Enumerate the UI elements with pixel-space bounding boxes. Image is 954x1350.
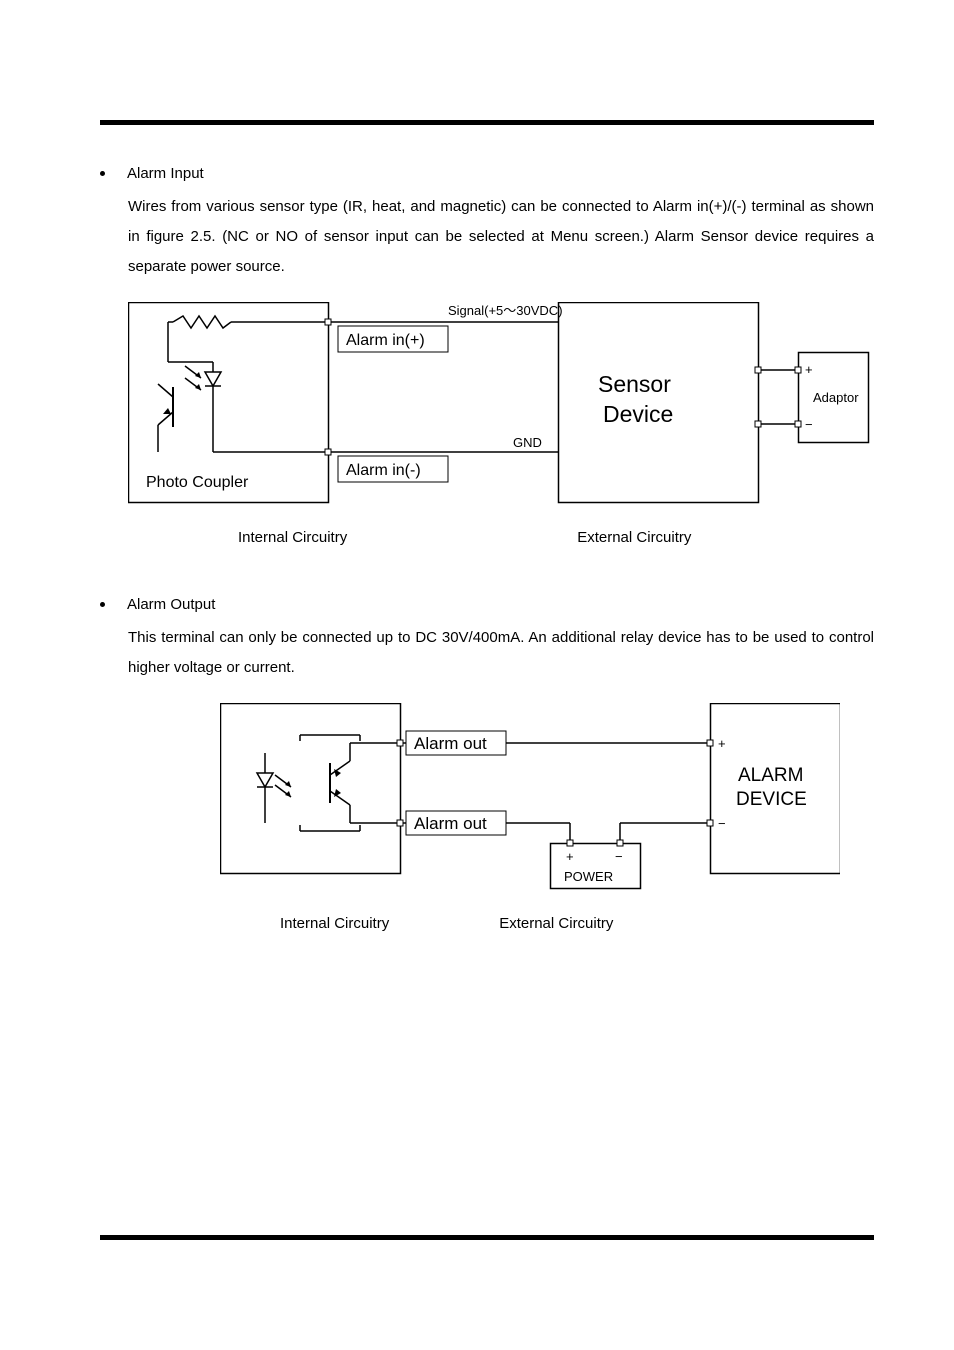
section-1-paragraph: Wires from various sensor type (IR, heat… [128,192,874,282]
svg-text:Alarm out: Alarm out [414,814,487,833]
alarm-input-diagram: Photo Coupler Alarm in(+) Alarm in(-) Signa… [128,302,874,517]
caption-internal-1: Internal Circuitry [238,529,347,546]
svg-text:Alarm in(-): Alarm in(-) [346,462,421,479]
caption-external-2: External Circuitry [499,915,613,932]
svg-text:Alarm out: Alarm out [414,734,487,753]
svg-text:ALARM: ALARM [738,765,803,786]
caption-row-1: Internal Circuitry External Circuitry [128,529,874,546]
svg-text:+: + [718,736,726,751]
svg-text:−: − [615,849,623,864]
caption-internal-2: Internal Circuitry [280,915,389,932]
svg-text:DEVICE: DEVICE [736,789,807,810]
svg-text:Signal(+5～30VDC): Signal(+5～30VDC) [448,303,563,318]
svg-text:−: − [718,816,726,831]
section-2-title: Alarm Output [127,596,215,613]
svg-text:GND: GND [513,435,542,450]
bottom-rule [100,1235,874,1240]
top-rule [100,120,874,125]
section-1-title: Alarm Input [127,165,204,182]
svg-text:Photo Coupler: Photo Coupler [146,474,249,491]
svg-text:Device: Device [603,401,673,427]
bullet-icon [100,602,105,607]
svg-text:Adaptor: Adaptor [813,390,859,405]
svg-text:Alarm in(+): Alarm in(+) [346,332,425,349]
svg-text:Sensor: Sensor [598,371,671,397]
section-2-paragraph: This terminal can only be connected up t… [128,623,874,683]
svg-text:POWER: POWER [564,869,613,884]
section-2-header: Alarm Output [100,596,874,613]
svg-text:+: + [805,362,813,377]
caption-row-2: Internal Circuitry External Circuitry [220,915,874,932]
section-1-header: Alarm Input [100,165,874,182]
caption-external-1: External Circuitry [577,529,691,546]
svg-text:−: − [805,417,813,432]
svg-text:+: + [566,849,574,864]
bullet-icon [100,171,105,176]
alarm-output-diagram: +−+−POWERAlarm outAlarm outALARMDEVICE [220,703,874,903]
